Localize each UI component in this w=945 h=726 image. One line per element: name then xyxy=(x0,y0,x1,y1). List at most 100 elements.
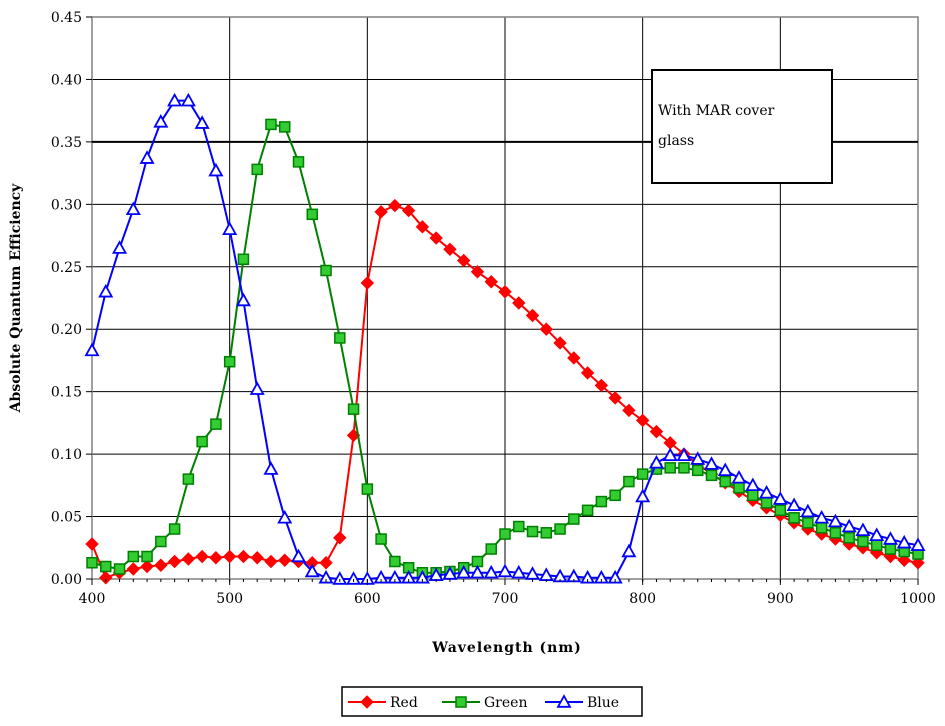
data-point-blue xyxy=(332,571,348,585)
data-point-red xyxy=(622,403,636,418)
data-point-blue xyxy=(593,569,609,584)
x-tick-label: 800 xyxy=(629,591,656,607)
data-point-blue xyxy=(180,92,196,107)
data-point-blue xyxy=(662,447,678,462)
data-point-red xyxy=(181,552,196,566)
data-point-green xyxy=(168,523,181,535)
data-point-blue xyxy=(112,240,128,254)
data-point-blue xyxy=(290,548,307,563)
data-point-blue xyxy=(373,569,389,584)
data-point-green xyxy=(829,527,842,539)
data-point-red xyxy=(250,551,264,565)
annotation-line-2: glass xyxy=(658,133,694,149)
data-point-red xyxy=(236,549,251,564)
data-point-green xyxy=(265,118,277,131)
data-point-blue xyxy=(869,527,885,541)
x-tick-label: 1000 xyxy=(900,591,936,607)
x-tick-label: 700 xyxy=(492,591,519,607)
x-tick-label: 400 xyxy=(79,591,106,607)
legend-frame xyxy=(341,686,643,717)
annotation-line-1: With MAR cover xyxy=(658,103,775,119)
data-point-red xyxy=(319,556,333,570)
y-tick-label: 0.00 xyxy=(51,572,82,588)
series-blue xyxy=(84,92,926,585)
data-point-blue xyxy=(277,509,293,524)
data-point-red xyxy=(484,275,498,289)
data-point-red xyxy=(512,296,526,310)
data-point-red xyxy=(278,553,292,567)
y-tick-label: 0.15 xyxy=(51,385,82,401)
data-point-blue xyxy=(414,569,430,584)
data-point-blue xyxy=(814,509,830,524)
data-point-blue xyxy=(511,564,527,579)
data-point-red xyxy=(401,203,416,218)
data-point-red xyxy=(85,537,99,551)
data-point-red xyxy=(429,231,443,245)
data-point-green xyxy=(292,156,305,168)
data-point-red xyxy=(195,549,209,564)
data-point-blue xyxy=(745,477,761,492)
data-point-green xyxy=(554,523,566,535)
data-point-blue xyxy=(525,566,541,580)
x-tick-label: 900 xyxy=(767,591,794,607)
data-point-red xyxy=(167,554,182,569)
data-point-blue xyxy=(139,150,155,164)
data-point-green xyxy=(884,543,897,555)
data-point-green xyxy=(857,535,869,548)
data-point-green xyxy=(499,528,511,540)
x-tick-label: 600 xyxy=(354,591,381,607)
data-point-green xyxy=(141,550,153,563)
data-point-red xyxy=(470,265,485,279)
data-point-red xyxy=(443,242,457,257)
data-point-red xyxy=(415,220,430,234)
data-point-blue xyxy=(84,342,100,357)
y-tick-label: 0.05 xyxy=(51,510,82,526)
data-point-blue xyxy=(208,162,224,177)
data-point-red xyxy=(333,531,347,545)
series-layer xyxy=(84,92,926,585)
data-point-red xyxy=(567,351,581,365)
data-point-red xyxy=(126,562,141,576)
data-point-green xyxy=(540,527,553,539)
data-point-red xyxy=(594,378,609,393)
data-point-red xyxy=(99,571,113,585)
axis-ticks: 400 500 600 700 800 900 1000 0.00 0.05 0.10 0.15 0.… xyxy=(51,10,936,607)
data-point-green xyxy=(334,332,346,344)
data-point-green xyxy=(747,489,759,502)
data-point-blue xyxy=(827,513,843,528)
legend-marker-red xyxy=(360,695,374,709)
legend-label-red: Red xyxy=(390,695,418,711)
data-point-blue xyxy=(125,201,141,216)
data-point-red xyxy=(140,559,154,574)
data-point-green xyxy=(251,163,263,176)
data-point-red xyxy=(264,554,278,569)
data-point-green xyxy=(636,468,649,480)
legend-label-green: Green xyxy=(484,695,527,711)
data-point-green xyxy=(182,473,195,485)
data-point-blue xyxy=(580,569,596,584)
data-point-blue xyxy=(194,115,210,129)
x-tick-label: 500 xyxy=(216,591,243,607)
data-point-blue xyxy=(346,571,362,585)
legend-label-blue: Blue xyxy=(587,695,619,711)
y-axis-title: Absolute Quantum Efficiency xyxy=(8,183,24,414)
data-point-green xyxy=(127,550,140,563)
data-point-green xyxy=(870,539,883,552)
data-point-green xyxy=(223,355,236,368)
data-point-green xyxy=(664,462,676,474)
data-point-green xyxy=(581,504,594,517)
data-point-blue xyxy=(703,456,720,470)
data-point-green xyxy=(513,520,525,533)
data-point-red xyxy=(553,336,567,350)
data-point-red xyxy=(154,558,168,572)
annotation-box: With MAR cover glass xyxy=(651,69,833,184)
data-point-blue xyxy=(772,491,788,505)
data-point-blue xyxy=(497,563,513,578)
data-point-blue xyxy=(483,564,499,579)
data-point-blue xyxy=(786,497,802,512)
data-point-green xyxy=(733,482,745,494)
data-point-red xyxy=(456,253,471,268)
data-point-green xyxy=(278,121,291,133)
data-point-green xyxy=(705,469,718,482)
